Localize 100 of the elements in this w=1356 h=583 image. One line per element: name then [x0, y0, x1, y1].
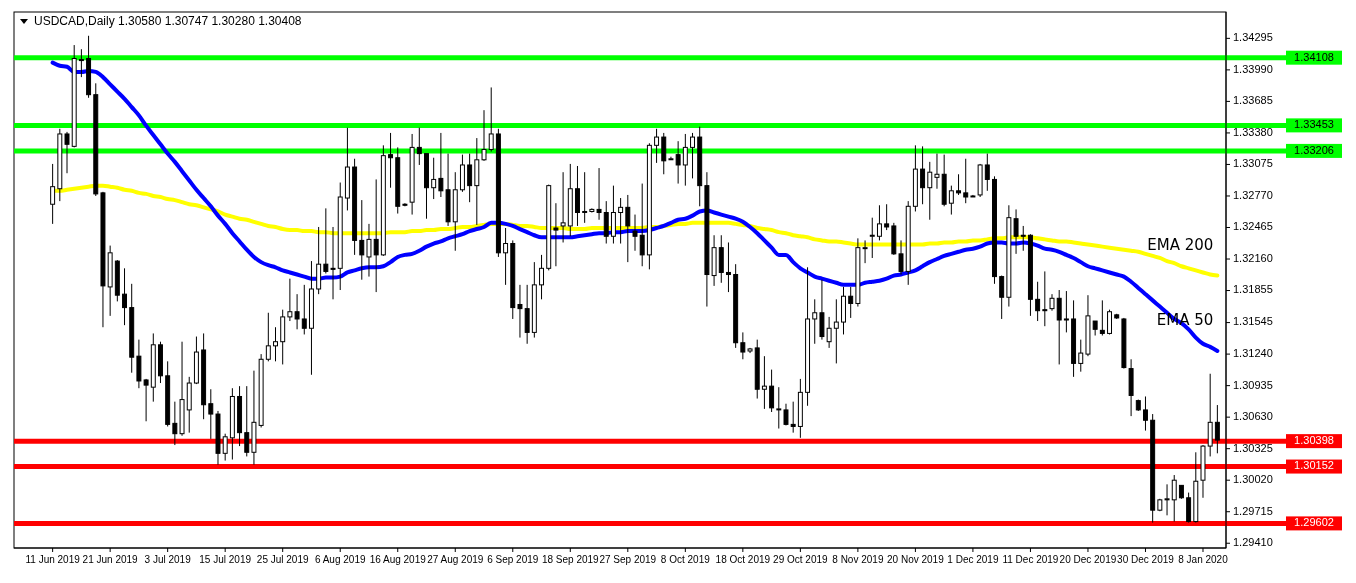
y-tick-label: 1.33380 — [1233, 125, 1273, 138]
candlestick — [761, 355, 767, 410]
y-tick-label: 1.33685 — [1233, 94, 1273, 107]
candlestick — [675, 140, 681, 185]
ref-line-label: 1.29602 — [1294, 516, 1334, 529]
candlestick — [582, 171, 588, 224]
x-tick-label: 3 Jul 2019 — [144, 554, 192, 565]
candlestick — [64, 131, 70, 174]
x-tick-label: 6 Sep 2019 — [487, 554, 539, 565]
candlestick — [725, 241, 731, 293]
y-tick-label: 1.30325 — [1233, 441, 1273, 454]
x-tick-label: 18 Sep 2019 — [541, 554, 600, 565]
candlestick — [50, 163, 56, 225]
y-tick-label: 1.29410 — [1233, 536, 1273, 549]
candlestick — [575, 165, 580, 227]
candlestick — [539, 254, 545, 300]
y-tick-label: 1.31240 — [1233, 347, 1273, 360]
candlestick — [431, 157, 437, 200]
candlestick — [222, 433, 228, 462]
candlestick — [1056, 289, 1062, 365]
candlestick — [639, 183, 645, 267]
candlestick — [812, 298, 818, 345]
candlestick — [884, 203, 890, 231]
candlestick — [610, 185, 616, 245]
candlestick — [776, 386, 782, 430]
candlestick — [1164, 483, 1170, 516]
candlestick — [963, 158, 969, 204]
x-tick-label: 11 Jun 2019 — [25, 554, 81, 565]
candlestick — [769, 369, 775, 413]
candlestick — [682, 133, 688, 187]
candlestick — [833, 298, 839, 364]
x-tick-label: 8 Oct 2019 — [660, 554, 711, 565]
y-tick-label: 1.32465 — [1233, 220, 1273, 233]
x-tick-label: 16 Aug 2019 — [369, 554, 427, 565]
candlestick — [1063, 290, 1069, 333]
series-label: EMA 200 — [1147, 235, 1214, 254]
x-tick-label: 27 Sep 2019 — [599, 554, 657, 565]
candlestick — [467, 153, 473, 203]
candlestick — [625, 194, 631, 263]
candlestick — [301, 284, 307, 335]
y-tick-label: 1.30020 — [1233, 473, 1273, 486]
candlestick — [373, 178, 379, 293]
candlestick — [323, 207, 329, 274]
candlestick — [517, 284, 523, 339]
ref-line-label: 1.33206 — [1294, 143, 1334, 156]
candlestick — [927, 161, 933, 221]
candlestick — [898, 239, 904, 276]
candlestick — [654, 128, 660, 164]
candlestick — [740, 331, 746, 360]
candlestick — [618, 197, 624, 245]
candlestick — [1186, 492, 1192, 524]
candlestick — [488, 86, 494, 153]
candlestick — [1214, 404, 1220, 454]
x-tick-label: 18 Oct 2019 — [715, 554, 771, 565]
y-tick-label: 1.34295 — [1233, 31, 1273, 44]
candlestick — [553, 202, 559, 267]
x-tick-label: 25 Jul 2019 — [256, 554, 309, 565]
y-tick-label: 1.31545 — [1233, 315, 1273, 328]
candlestick — [1171, 474, 1177, 523]
candlestick — [1042, 270, 1048, 327]
candlestick — [172, 401, 178, 446]
candlestick — [596, 167, 602, 221]
candlestick — [1013, 208, 1019, 255]
chart-title: USDCAD,Daily 1.30580 1.30747 1.30280 1.30408 — [34, 14, 302, 28]
x-tick-label: 15 Jul 2019 — [199, 554, 252, 565]
x-tick-label: 6 Aug 2019 — [314, 554, 366, 565]
candlestick — [1020, 225, 1026, 252]
candlestick — [869, 217, 875, 259]
candlestick — [948, 185, 954, 216]
candlestick — [503, 227, 509, 286]
y-tick-label: 1.29715 — [1233, 504, 1273, 517]
y-tick-label: 1.33990 — [1233, 62, 1273, 75]
y-tick-label: 1.32160 — [1233, 251, 1273, 264]
x-tick-label: 20 Dec 2019 — [1059, 554, 1117, 565]
x-tick-label: 11 Dec 2019 — [1002, 554, 1059, 565]
x-tick-label: 8 Nov 2019 — [832, 554, 884, 565]
x-tick-label: 27 Aug 2019 — [427, 554, 484, 565]
candlestick — [1107, 309, 1112, 335]
candlestick — [956, 173, 962, 196]
candlestick — [560, 171, 566, 243]
candlestick — [984, 153, 990, 192]
candlestick — [359, 199, 365, 281]
candlestick — [1035, 281, 1041, 322]
candlestick — [790, 401, 796, 434]
y-tick-label: 1.30935 — [1233, 378, 1273, 391]
candlestick — [524, 284, 530, 345]
candlestick — [330, 226, 336, 300]
ref-line-label: 1.33453 — [1294, 118, 1334, 131]
candlestick — [632, 214, 638, 252]
candlestick — [848, 286, 854, 319]
candlestick — [122, 267, 127, 326]
candlestick — [1099, 299, 1105, 336]
x-tick-label: 29 Oct 2019 — [773, 554, 829, 565]
candlestick — [208, 388, 214, 440]
line-series — [50, 60, 1220, 354]
y-tick-label: 1.30630 — [1233, 410, 1273, 423]
candlestick — [78, 48, 84, 78]
candlestick — [1207, 373, 1213, 457]
y-tick-label: 1.31855 — [1233, 283, 1273, 296]
candlestick — [366, 223, 372, 278]
